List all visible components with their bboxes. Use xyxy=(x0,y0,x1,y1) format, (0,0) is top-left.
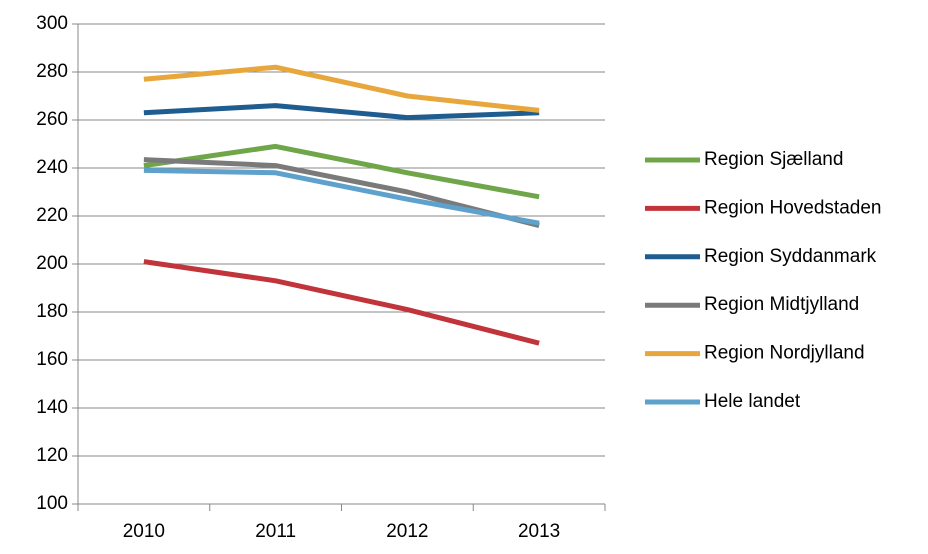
x-tick-label: 2011 xyxy=(255,521,296,542)
y-tick-label: 280 xyxy=(36,61,68,82)
y-tick-label: 100 xyxy=(36,493,68,514)
y-tick-label: 120 xyxy=(36,445,68,466)
x-tick-label: 2010 xyxy=(123,521,165,542)
legend-label: Region Midtjylland xyxy=(704,294,859,315)
y-tick-label: 220 xyxy=(36,205,68,226)
legend-label: Region Syddanmark xyxy=(704,246,877,267)
legend-label: Region Hovedstaden xyxy=(704,197,881,218)
y-tick-label: 160 xyxy=(36,349,68,370)
legend-label: Hele landet xyxy=(704,391,801,412)
series-line xyxy=(143,259,540,346)
x-tick-label: 2012 xyxy=(386,521,428,542)
y-tick-label: 200 xyxy=(36,253,68,274)
y-tick-label: 300 xyxy=(36,13,68,34)
y-tick-label: 180 xyxy=(36,301,68,322)
series-line xyxy=(143,143,540,200)
legend-label: Region Sjælland xyxy=(704,149,843,170)
series-line xyxy=(143,167,540,226)
x-tick-label: 2013 xyxy=(518,521,560,542)
series-line xyxy=(143,103,540,121)
y-tick-label: 240 xyxy=(36,157,68,178)
y-tick-label: 140 xyxy=(36,397,68,418)
y-tick-label: 260 xyxy=(36,109,68,130)
series-line xyxy=(143,64,540,113)
legend-label: Region Nordjylland xyxy=(704,343,865,364)
